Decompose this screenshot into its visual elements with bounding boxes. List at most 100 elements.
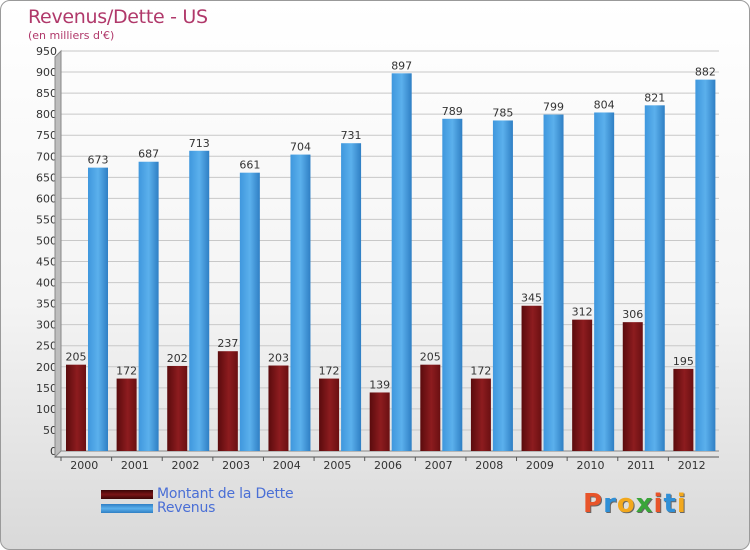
data-label: 203 <box>268 352 289 365</box>
bar-dette <box>369 392 390 451</box>
bar-dette <box>673 368 694 451</box>
y-tick-label: 150 <box>36 382 57 395</box>
y-tick-label: 950 <box>36 45 57 58</box>
x-tick-label: 2006 <box>374 459 402 472</box>
chart-title: Revenus/Dette - US <box>28 6 208 28</box>
bar-revenus <box>391 73 412 451</box>
data-label: 139 <box>369 378 390 391</box>
bar-dette <box>572 319 593 451</box>
x-tick-label: 2005 <box>323 459 351 472</box>
y-tick-label: 700 <box>36 150 57 163</box>
bar-revenus <box>88 167 108 451</box>
data-label: 312 <box>572 306 593 319</box>
logo-letter: r <box>603 489 617 519</box>
x-tick-label: 2008 <box>475 459 503 472</box>
bar-dette <box>420 364 441 451</box>
legend-swatch-revenus <box>101 503 153 513</box>
x-tick-label: 2007 <box>425 459 453 472</box>
legend-label-revenus: Revenus <box>157 500 216 516</box>
legend-item-dette: Montant de la Dette <box>101 486 294 502</box>
data-label: 687 <box>138 148 159 161</box>
x-tick-label: 2010 <box>576 459 604 472</box>
x-tick-label: 2000 <box>70 459 98 472</box>
data-label: 195 <box>673 355 694 368</box>
y-tick-label: 750 <box>36 129 57 142</box>
bars <box>66 73 716 452</box>
bar-revenus <box>543 114 564 451</box>
y-tick-label: 400 <box>36 277 57 290</box>
data-label: 237 <box>217 337 238 350</box>
y-tick-label: 50 <box>43 424 57 437</box>
bar-revenus <box>138 161 159 451</box>
data-label: 345 <box>521 292 542 305</box>
logo-letter: o <box>616 489 636 519</box>
logo-letter: x <box>635 489 654 519</box>
y-axis-wall <box>54 49 62 459</box>
data-label: 172 <box>470 365 491 378</box>
bar-revenus <box>341 143 362 452</box>
bar-revenus <box>492 120 513 451</box>
data-label: 785 <box>492 106 513 119</box>
y-tick-label: 100 <box>36 403 57 416</box>
data-label: 799 <box>543 101 564 114</box>
y-tick-label: 600 <box>36 192 57 205</box>
bar-dette <box>622 322 643 451</box>
data-label: 673 <box>88 154 109 167</box>
y-tick-label: 300 <box>36 319 57 332</box>
bar-revenus <box>189 150 210 451</box>
logo-letter: P <box>583 489 604 519</box>
bar-dette <box>470 378 491 451</box>
data-label: 205 <box>420 351 441 364</box>
y-tick-label: 0 <box>50 445 57 458</box>
legend: Montant de la Dette Revenus <box>101 486 294 516</box>
bar-dette <box>521 305 542 451</box>
data-label: 202 <box>167 352 188 365</box>
x-tick-label: 2002 <box>172 459 200 472</box>
axes: 0 50 100 150 200 250 300 350 400 450 500 550 600 650 7… <box>36 45 719 472</box>
x-tick-label: 2001 <box>121 459 149 472</box>
data-labels: 205 673 172 687 202 713 237 661 203 704 172 731 139 8… <box>66 59 716 391</box>
y-tick-label: 500 <box>36 234 57 247</box>
legend-item-revenus: Revenus <box>101 500 293 516</box>
bar-revenus <box>442 118 463 451</box>
logo-letter: t <box>663 489 677 519</box>
logo-letter: i <box>653 489 664 519</box>
bar-dette <box>116 378 137 451</box>
data-label: 789 <box>442 105 463 118</box>
bar-revenus <box>239 172 260 451</box>
data-label: 713 <box>189 137 210 150</box>
bar-revenus <box>644 105 665 451</box>
data-label: 661 <box>239 159 260 172</box>
y-tick-label: 350 <box>36 298 57 311</box>
logo-letter: i <box>676 489 687 519</box>
data-label: 804 <box>594 98 615 111</box>
x-tick-label: 2009 <box>526 459 554 472</box>
data-label: 731 <box>341 129 362 142</box>
bar-dette <box>66 364 86 451</box>
data-label: 704 <box>290 141 311 154</box>
bar-revenus <box>594 112 615 451</box>
y-tick-label: 800 <box>36 108 57 121</box>
proxiti-logo: Proxiti <box>583 489 687 519</box>
data-label: 821 <box>644 91 665 104</box>
data-label: 897 <box>391 59 412 72</box>
y-tick-label: 550 <box>36 213 57 226</box>
legend-label-dette: Montant de la Dette <box>157 486 294 502</box>
data-label: 882 <box>695 66 716 79</box>
x-tick-label: 2012 <box>678 459 706 472</box>
data-label: 172 <box>116 365 137 378</box>
y-tick-label: 450 <box>36 256 57 269</box>
y-tick-label: 250 <box>36 340 57 353</box>
y-tick-label: 900 <box>36 66 57 79</box>
x-tick-label: 2003 <box>222 459 250 472</box>
bar-dette <box>319 378 340 451</box>
chart-subtitle: (en milliers d'€) <box>28 29 115 42</box>
bar-revenus <box>290 154 311 451</box>
x-tick-label: 2011 <box>627 459 655 472</box>
bar-dette <box>268 365 289 451</box>
y-tick-label: 650 <box>36 171 57 184</box>
bar-dette <box>217 351 238 451</box>
y-tick-label: 200 <box>36 361 57 374</box>
